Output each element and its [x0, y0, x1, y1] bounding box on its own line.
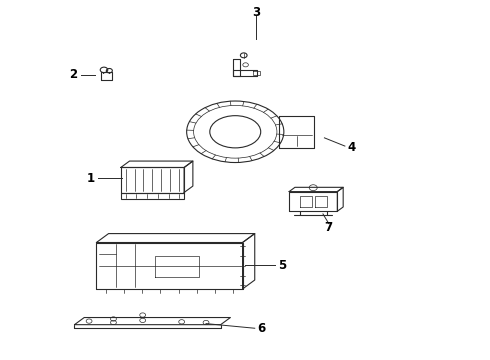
Text: 6: 6: [257, 322, 265, 335]
Bar: [121, 193, 184, 199]
Text: 4: 4: [347, 141, 355, 154]
Text: 7: 7: [325, 221, 333, 234]
Text: 2: 2: [70, 68, 77, 81]
Text: 1: 1: [87, 172, 95, 185]
Text: 3: 3: [252, 6, 260, 19]
Text: 5: 5: [278, 258, 286, 271]
